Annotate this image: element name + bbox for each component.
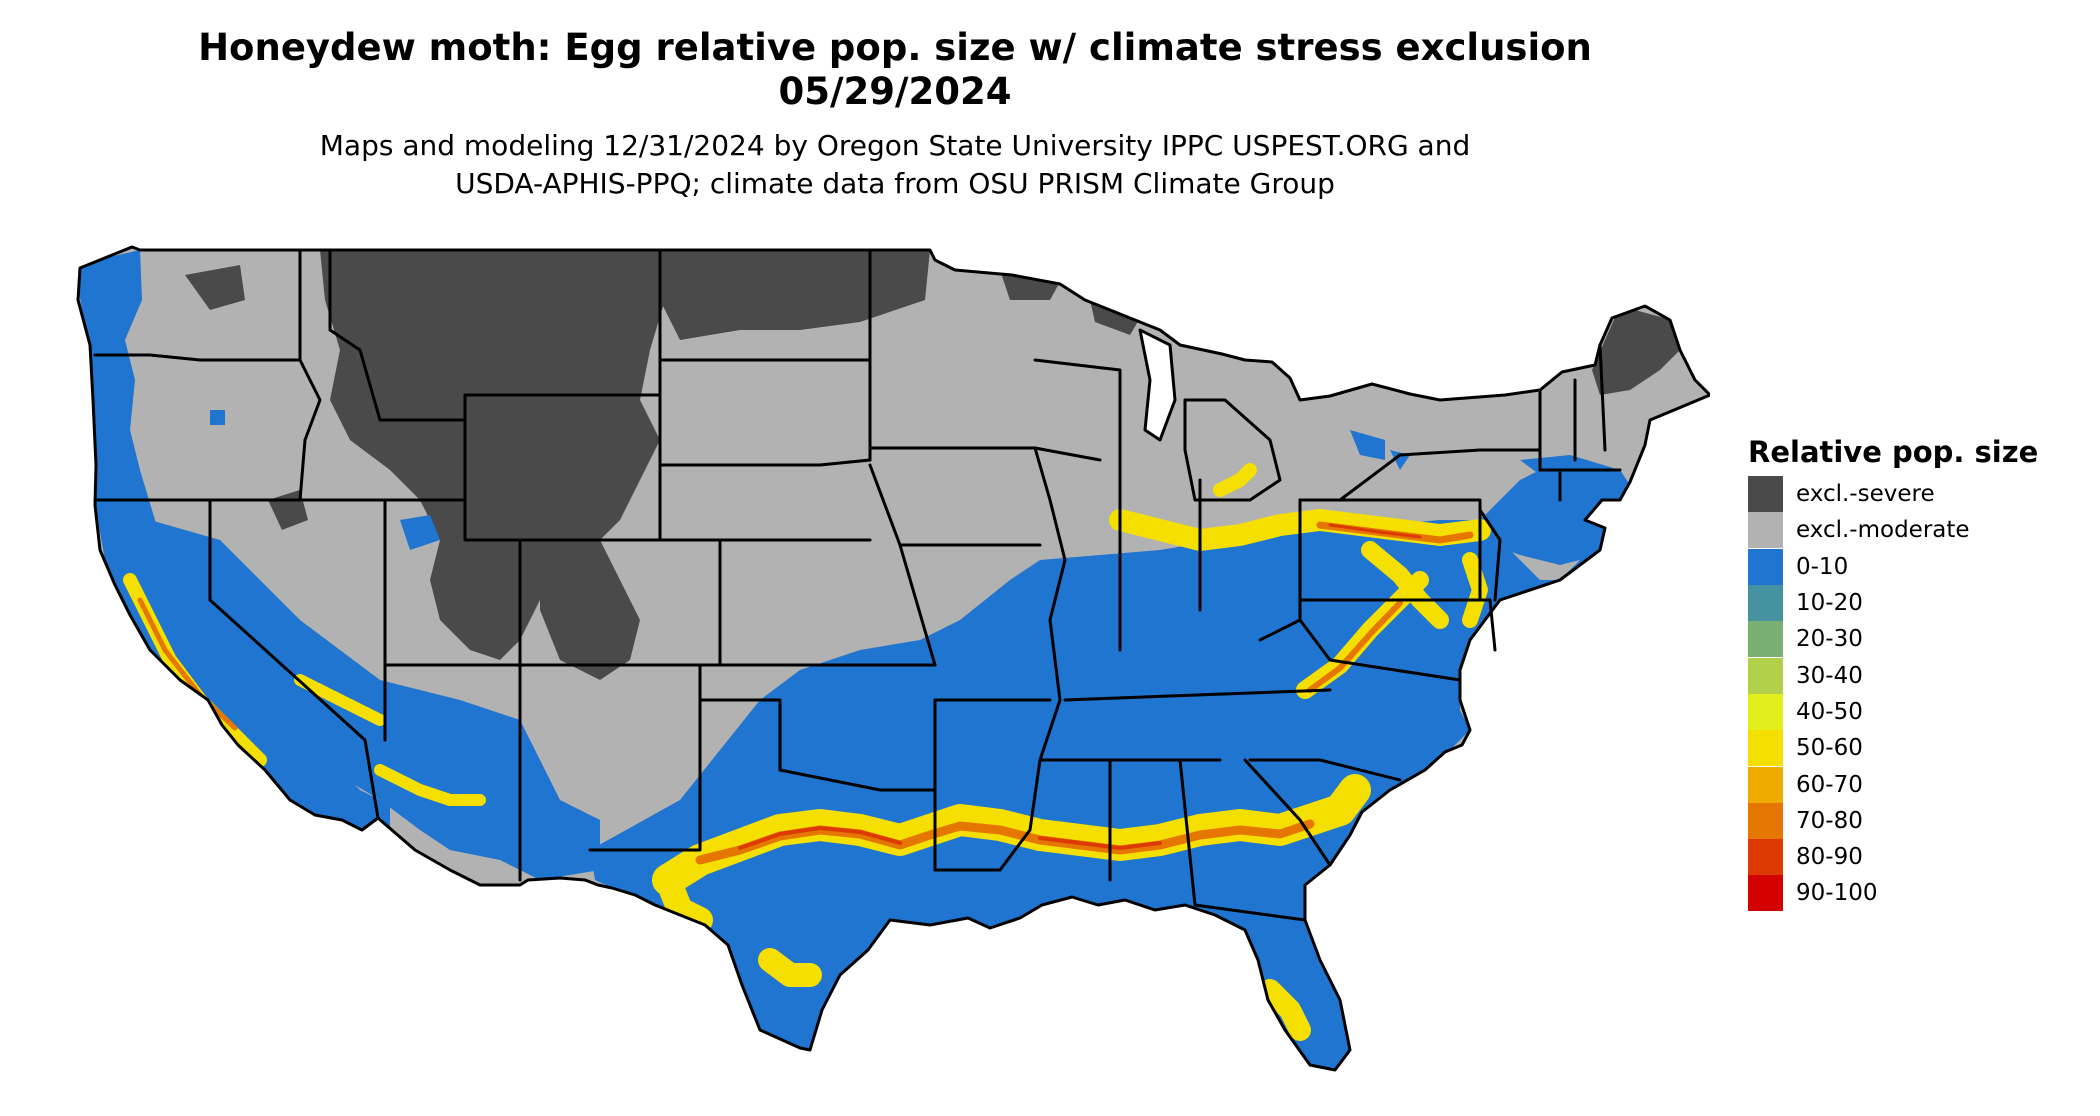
us-population-map (76, 245, 1710, 1072)
legend-label: 60-70 (1796, 771, 1863, 798)
legend-label: 70-80 (1796, 807, 1863, 834)
legend-label: 10-20 (1796, 590, 1863, 617)
map-subtitle-line-2: USDA-APHIS-PPQ; climate data from OSU PR… (455, 167, 1335, 200)
legend-item-60-70: 60-70 (1748, 766, 2088, 803)
legend-swatch (1748, 875, 1783, 912)
legend-label: 0-10 (1796, 553, 1849, 580)
legend-label: excl.-moderate (1796, 517, 1970, 544)
legend-swatch (1748, 839, 1783, 876)
legend-swatch (1748, 621, 1783, 658)
legend-label: 90-100 (1796, 880, 1878, 907)
legend-item-30-40: 30-40 (1748, 657, 2088, 694)
map-subtitle-line-1: Maps and modeling 12/31/2024 by Oregon S… (319, 129, 1471, 162)
legend-item-excl-moderate: excl.-moderate (1748, 512, 2088, 549)
map-date: 05/29/2024 (778, 70, 1012, 113)
legend-item-70-80: 70-80 (1748, 802, 2088, 839)
legend-swatch (1748, 476, 1783, 513)
map-legend: Relative pop. size excl.-severe excl.-mo… (1748, 432, 2088, 912)
legend-swatch (1748, 585, 1783, 622)
legend-item-10-20: 10-20 (1748, 585, 2088, 622)
legend-swatch (1748, 548, 1783, 585)
legend-swatch (1748, 512, 1783, 549)
legend-label: 30-40 (1796, 662, 1863, 689)
map-title: Honeydew moth: Egg relative pop. size w/… (198, 26, 1592, 69)
legend-swatch (1748, 802, 1783, 839)
legend-swatch (1748, 657, 1783, 694)
legend-label: 20-30 (1796, 626, 1863, 653)
legend-label: 40-50 (1796, 698, 1863, 725)
legend-swatch (1748, 693, 1783, 730)
legend-item-excl-severe: excl.-severe (1748, 476, 2088, 513)
legend-item-90-100: 90-100 (1748, 875, 2088, 912)
legend-items: excl.-severe excl.-moderate 0-10 10-20 2… (1748, 476, 2088, 912)
legend-title: Relative pop. size (1748, 435, 2039, 469)
legend-item-80-90: 80-90 (1748, 839, 2088, 876)
legend-label: 80-90 (1796, 844, 1863, 871)
legend-item-0-10: 0-10 (1748, 548, 2088, 585)
legend-label: excl.-severe (1796, 481, 1935, 508)
legend-item-50-60: 50-60 (1748, 730, 2088, 767)
legend-label: 50-60 (1796, 735, 1863, 762)
legend-swatch (1748, 730, 1783, 767)
legend-swatch (1748, 766, 1783, 803)
legend-item-20-30: 20-30 (1748, 621, 2088, 658)
legend-item-40-50: 40-50 (1748, 693, 2088, 730)
